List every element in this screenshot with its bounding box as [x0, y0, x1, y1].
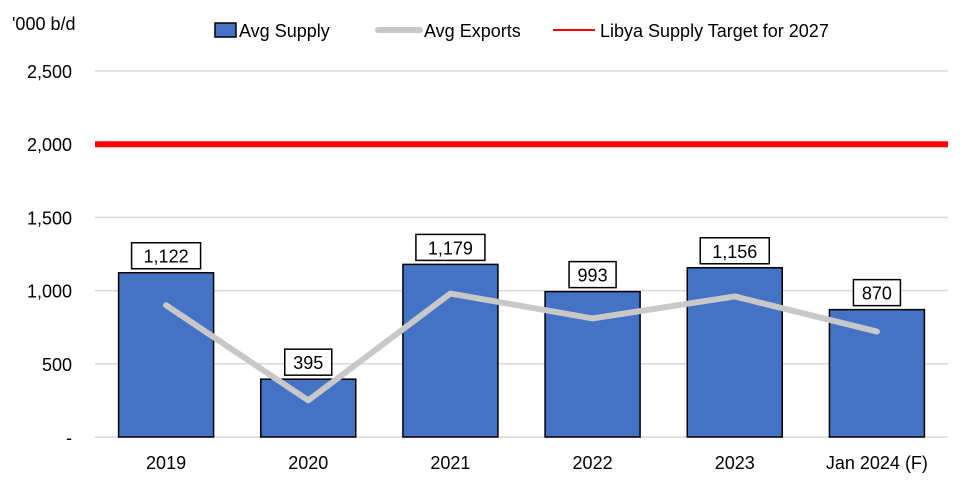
exports-line	[163, 290, 880, 404]
x-tick-label: Jan 2024 (F)	[826, 453, 928, 473]
y-tick-label: 1,000	[27, 282, 72, 302]
data-label-box	[130, 241, 202, 270]
data-label-box	[568, 260, 617, 289]
y-tick-label: 1,500	[27, 208, 72, 228]
x-tick-label: 2020	[288, 453, 328, 473]
data-label: 1,179	[428, 238, 473, 258]
bar	[402, 263, 499, 438]
legend-label-avg-exports: Avg Exports	[424, 21, 521, 41]
data-label-box	[415, 233, 486, 262]
bar	[117, 271, 215, 438]
data-label: 870	[862, 284, 892, 304]
data-label: 993	[578, 266, 608, 286]
data-label: 1,122	[144, 247, 189, 267]
legend: Avg Supply Avg Exports Libya Supply Targ…	[214, 21, 829, 41]
bar	[686, 267, 783, 438]
data-label: 1,156	[712, 242, 757, 262]
y-axis-label: '000 b/d	[12, 14, 76, 34]
legend-label-avg-supply: Avg Supply	[239, 21, 330, 41]
y-tick-label: -	[66, 428, 72, 448]
y-tick-label: 2,500	[27, 62, 72, 82]
data-label: 395	[293, 353, 323, 373]
x-tick-label: 2019	[146, 453, 186, 473]
x-tick-label: 2021	[430, 453, 470, 473]
data-label-box	[699, 237, 770, 265]
x-tick-label: 2023	[715, 453, 755, 473]
legend-swatch-avg-supply	[214, 22, 237, 38]
bar	[260, 378, 357, 438]
x-tick-label: 2022	[573, 453, 613, 473]
data-label-box	[284, 348, 333, 376]
y-tick-label: 500	[42, 355, 72, 375]
legend-label-target: Libya Supply Target for 2027	[600, 21, 829, 41]
data-label-box	[852, 278, 902, 307]
y-tick-label: 2,000	[27, 135, 72, 155]
